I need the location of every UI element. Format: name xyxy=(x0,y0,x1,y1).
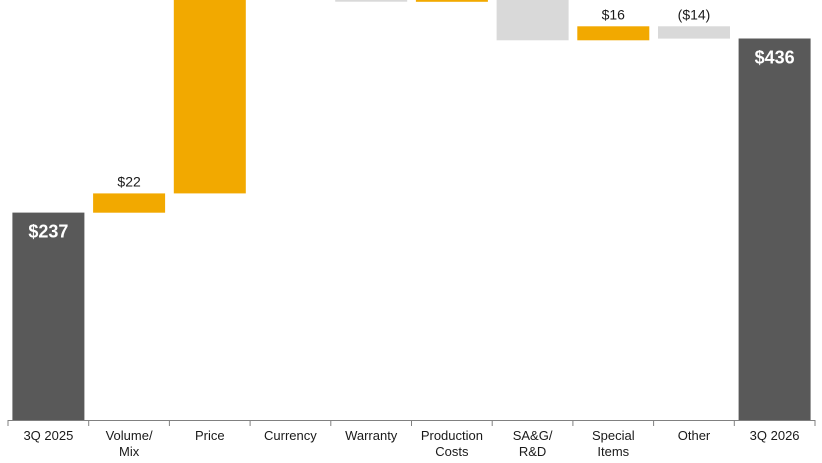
data-label: $436 xyxy=(755,48,795,68)
category-axis xyxy=(7,420,816,426)
category-label: Volume/ Mix xyxy=(105,428,153,459)
bar-production-costs xyxy=(415,0,488,2)
category-label: Currency xyxy=(264,428,317,443)
data-label: $22 xyxy=(117,173,141,189)
bar-sa-g-r-d xyxy=(496,0,569,41)
bar-3q-2026 xyxy=(738,38,811,420)
bar-3q-2025 xyxy=(12,212,85,420)
bar-special-items xyxy=(577,26,650,41)
category-label: Other xyxy=(677,428,711,443)
data-label-group: $237$22$244$10($35)$21($65)$16($14)$436 xyxy=(28,6,795,242)
category-label: Warranty xyxy=(345,428,398,443)
bar-volume-mix xyxy=(93,193,166,213)
category-label: Special Items xyxy=(591,428,635,459)
category-label: 3Q 2025 xyxy=(23,428,74,443)
data-label: $237 xyxy=(28,222,68,242)
category-label: Production Costs xyxy=(420,428,483,459)
bar-price xyxy=(173,0,246,194)
data-label: ($14) xyxy=(678,6,711,22)
bar-warranty xyxy=(335,0,408,2)
data-label: $16 xyxy=(602,6,626,22)
category-label-group: 3Q 2025 Volume/ Mix Price Currency Warranty P… xyxy=(0,428,822,463)
category-label: Price xyxy=(194,428,225,443)
category-label: 3Q 2026 xyxy=(749,428,800,443)
bar-other xyxy=(658,26,730,39)
bar-group xyxy=(12,0,811,420)
category-label: SA&G/ R&D xyxy=(512,428,553,459)
